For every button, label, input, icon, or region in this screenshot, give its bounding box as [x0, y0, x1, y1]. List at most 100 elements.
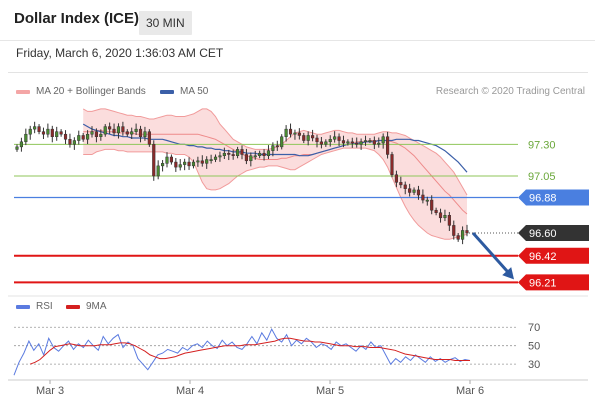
- candle-body: [108, 126, 112, 130]
- candle-body: [399, 182, 403, 186]
- candle-body: [328, 139, 332, 143]
- candle: [421, 189, 425, 204]
- candle: [306, 131, 310, 146]
- candle: [213, 154, 218, 163]
- candle: [302, 132, 306, 144]
- candle: [456, 233, 460, 242]
- rsi-tick-label: 50: [528, 341, 540, 353]
- candle: [412, 187, 416, 195]
- divider: [8, 72, 588, 73]
- candle-body: [319, 141, 323, 145]
- bollinger-lower-line: [83, 147, 468, 240]
- candle: [116, 123, 121, 139]
- candle-body: [377, 142, 381, 145]
- rsi-tick-label: 70: [528, 322, 540, 334]
- candle: [103, 124, 107, 137]
- candle: [443, 209, 447, 222]
- candle-body: [134, 128, 138, 132]
- candle: [394, 170, 398, 188]
- candle-body: [452, 225, 456, 236]
- candle-body: [447, 215, 451, 226]
- candle-body: [77, 135, 81, 141]
- candle: [191, 159, 196, 169]
- candle-body: [355, 142, 359, 145]
- candle-body: [33, 126, 37, 130]
- candle-body: [156, 165, 160, 177]
- candle-body: [165, 156, 169, 164]
- candle: [68, 133, 72, 148]
- level-label-0: 97.30: [528, 139, 556, 151]
- candle-body: [390, 154, 394, 175]
- candle: [165, 152, 169, 168]
- candle: [112, 123, 116, 137]
- candle: [81, 132, 85, 142]
- candle-body: [465, 230, 469, 234]
- legend-ma50: MA 50: [160, 86, 208, 97]
- candle: [94, 128, 98, 143]
- candle-body: [55, 131, 59, 137]
- candle: [434, 207, 438, 216]
- candle-body: [337, 136, 341, 141]
- candle-body: [266, 150, 271, 156]
- rsi-tick-label: 30: [528, 359, 540, 371]
- candle: [63, 130, 68, 145]
- candle-body: [143, 131, 147, 137]
- candle: [231, 149, 235, 160]
- candle-body: [116, 126, 121, 134]
- candle: [147, 129, 151, 147]
- candle: [222, 147, 226, 160]
- candle-body: [386, 136, 390, 155]
- bollinger-upper-line: [82, 108, 468, 196]
- candle-body: [363, 140, 368, 143]
- instrument-title: Dollar Index (ICE): [14, 10, 140, 27]
- candle: [258, 150, 262, 159]
- candle: [288, 123, 293, 138]
- candle: [59, 129, 63, 137]
- candle-body: [28, 128, 32, 135]
- candle-body: [311, 135, 315, 139]
- candle-body: [112, 128, 116, 134]
- candle-body: [434, 209, 438, 213]
- candle-body: [200, 160, 204, 164]
- candle: [236, 146, 240, 159]
- candle: [125, 129, 129, 137]
- candle: [381, 133, 385, 149]
- rsi-swatch: [16, 304, 30, 309]
- candle-body: [350, 141, 354, 144]
- candle: [178, 159, 182, 171]
- candle-body: [103, 126, 107, 135]
- candle: [333, 131, 337, 143]
- candle-body: [284, 128, 288, 137]
- candle: [41, 127, 46, 140]
- candle: [359, 138, 363, 150]
- timestamp-text: Friday, March 6, 2020 1:36:03 AM CET: [16, 46, 224, 60]
- candle-body: [271, 145, 275, 151]
- candle-body: [341, 140, 346, 144]
- candle-body: [231, 154, 235, 156]
- candle-body: [138, 128, 143, 137]
- level-tag: [518, 189, 589, 206]
- candle: [438, 208, 443, 223]
- candle: [266, 145, 271, 160]
- candle-body: [222, 152, 226, 156]
- candle-body: [15, 146, 19, 150]
- candle-body: [359, 141, 363, 145]
- level-tag: [518, 225, 589, 241]
- candle-body: [297, 132, 301, 136]
- candle: [90, 126, 94, 138]
- candle: [205, 156, 209, 169]
- level-label-1: 97.05: [528, 171, 556, 183]
- x-tick-label: Mar 6: [456, 385, 484, 397]
- candle: [315, 134, 319, 148]
- candle: [152, 140, 156, 181]
- candle-body: [68, 139, 72, 145]
- candle: [19, 137, 23, 152]
- candle-body: [430, 199, 434, 211]
- candle: [134, 123, 138, 135]
- level-label-5: 96.21: [518, 274, 589, 291]
- legend-rsi-label: RSI: [36, 301, 53, 312]
- candle: [447, 211, 451, 231]
- timeframe-badge[interactable]: 30 MIN: [139, 11, 192, 35]
- candle-body: [63, 133, 68, 140]
